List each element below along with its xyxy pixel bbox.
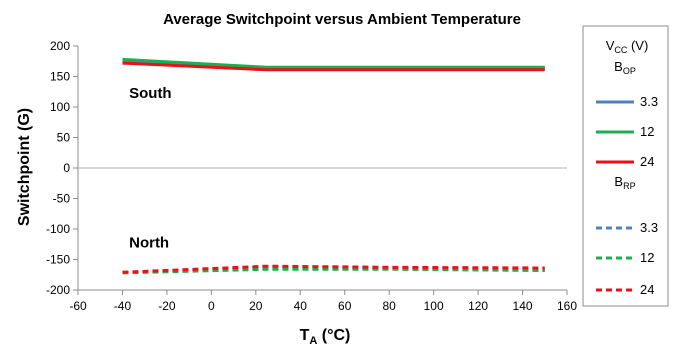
- legend-title-unit: (V): [627, 38, 648, 53]
- y-tick-label: -100: [46, 222, 70, 236]
- y-tick-label: 50: [57, 131, 71, 145]
- legend-title: VCC (V): [606, 38, 649, 55]
- legend-group-brp-main: B: [614, 174, 623, 189]
- x-tick-label: 160: [557, 299, 577, 313]
- legend-label-bop-24: 24: [640, 154, 654, 169]
- y-tick-label: 100: [50, 100, 70, 114]
- annotation-north: North: [129, 234, 169, 251]
- legend-label-bop-12: 12: [640, 124, 654, 139]
- y-tick-label: 0: [63, 161, 70, 175]
- x-tick-label: 100: [424, 299, 444, 313]
- x-axis-title-unit: (°C): [317, 327, 350, 344]
- x-tick-label: 80: [383, 299, 397, 313]
- y-tick-label: 150: [50, 70, 70, 84]
- x-tick-label: 20: [249, 299, 263, 313]
- legend-group-bop-sub: OP: [623, 66, 636, 76]
- legend-label-brp-3-3: 3.3: [640, 220, 658, 235]
- series-line-bop-24: [122, 61, 545, 72]
- x-axis-title: TA (°C): [300, 327, 351, 347]
- legend-title-main: V: [606, 38, 615, 53]
- x-tick-label: -20: [158, 299, 176, 313]
- legend-title-sub: CC: [614, 45, 627, 55]
- y-axis-title: Switchpoint (G): [16, 108, 33, 226]
- x-tick-label: -60: [69, 299, 87, 313]
- x-tick-label: -40: [114, 299, 132, 313]
- legend-entries: 3.3 12 24 3.3 12 24: [596, 94, 658, 297]
- x-tick-label: 120: [468, 299, 488, 313]
- legend-label-brp-12: 12: [640, 250, 654, 265]
- y-tick-label: -50: [53, 192, 71, 206]
- x-axis-title-sub: A: [309, 335, 317, 347]
- legend-label-bop-3-3: 3.3: [640, 94, 658, 109]
- series-line-bop-12: [122, 57, 545, 69]
- y-tick-label: 200: [50, 39, 70, 53]
- x-axis-title-main: T: [300, 327, 310, 344]
- series-line-brp-12: [122, 267, 545, 275]
- series-line-brp-24: [122, 264, 545, 274]
- annotation-south: South: [129, 85, 172, 102]
- legend-label-brp-24: 24: [640, 282, 654, 297]
- legend-group-bop: BOP: [614, 59, 636, 76]
- legend-group-brp-sub: RP: [623, 181, 636, 191]
- chart-title: Average Switchpoint versus Ambient Tempe…: [163, 11, 521, 28]
- legend-group-brp: BRP: [614, 174, 635, 191]
- y-tick-label: -150: [46, 253, 70, 267]
- x-tick-label: 60: [338, 299, 352, 313]
- y-tick-label: -200: [46, 283, 70, 297]
- x-tick-label: 140: [513, 299, 533, 313]
- x-tick-label: 0: [208, 299, 215, 313]
- x-tick-label: 40: [294, 299, 308, 313]
- legend-group-bop-main: B: [614, 59, 623, 74]
